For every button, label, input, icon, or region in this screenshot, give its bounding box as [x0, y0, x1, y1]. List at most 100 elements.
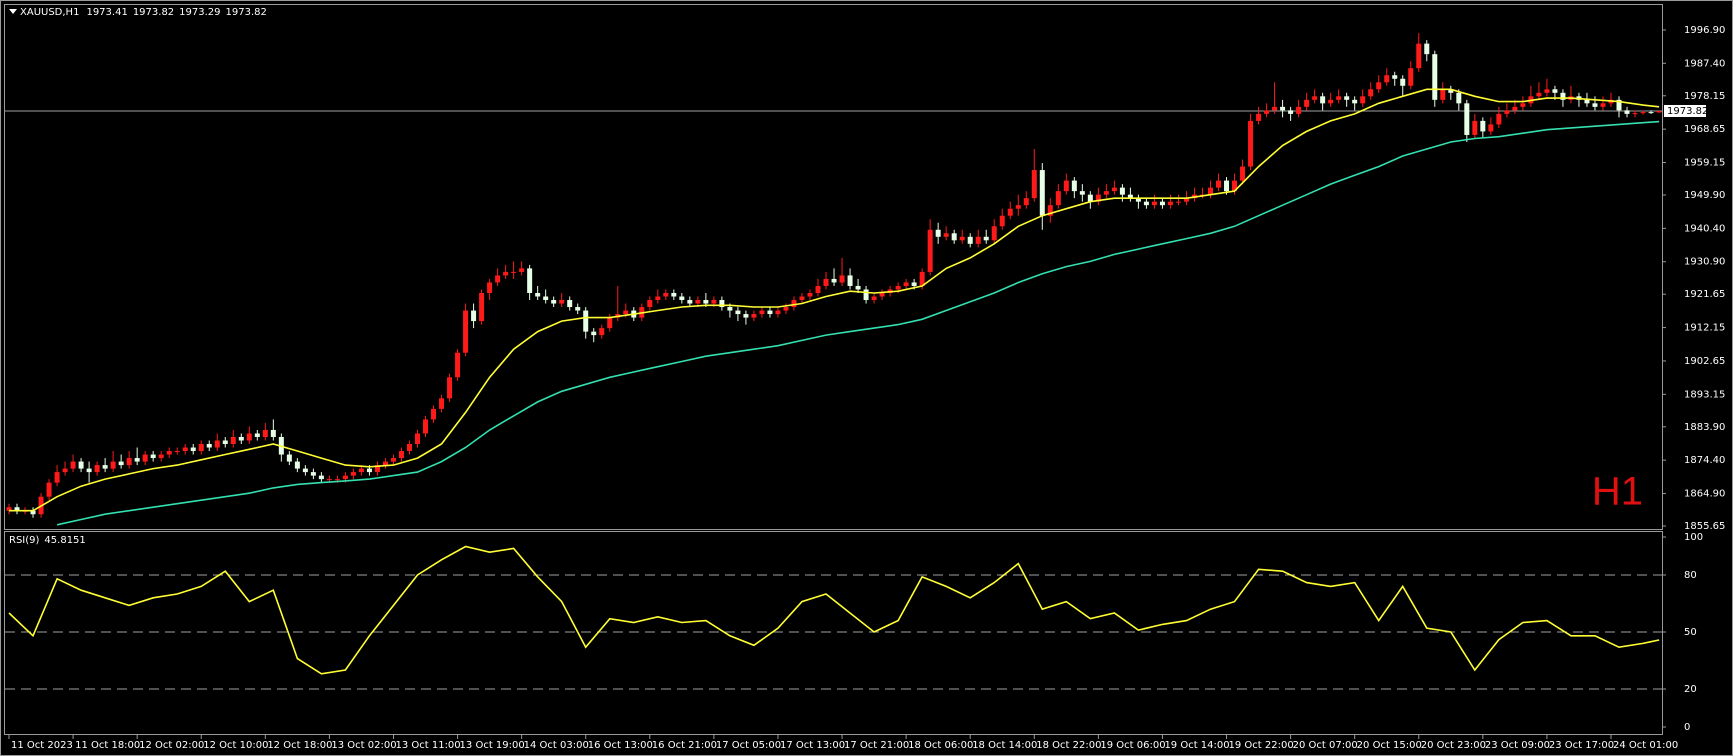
rsi-panel-frame — [4, 531, 1663, 735]
candle-body — [687, 300, 693, 304]
candle-body — [1400, 78, 1406, 86]
x-tick-label: 24 Oct 01:00 — [1613, 740, 1678, 751]
x-tick-label: 23 Oct 17:00 — [1549, 740, 1614, 751]
candle-body — [751, 314, 757, 318]
candle-body — [567, 300, 573, 308]
symbol: XAUUSD,H1 — [20, 7, 79, 18]
x-tick-label: 13 Oct 11:00 — [395, 740, 460, 751]
candle-body — [1352, 99, 1358, 104]
candle-body — [1624, 110, 1630, 114]
current-price-tag — [1664, 104, 1706, 117]
candle-body — [310, 472, 316, 476]
candle-body — [1472, 120, 1478, 135]
candle-body — [150, 454, 156, 459]
candle-body — [1127, 194, 1133, 199]
y-tick-label: 1902.65 — [1684, 356, 1725, 367]
candle-body — [294, 461, 300, 469]
candle-body — [1328, 99, 1334, 104]
candle-body — [94, 465, 100, 473]
candle-body — [1464, 103, 1470, 135]
candle-body — [1119, 187, 1125, 195]
main-panel-frame — [4, 4, 1663, 530]
candle-body — [398, 451, 404, 459]
candle-body — [1296, 106, 1302, 114]
candle-body — [62, 468, 68, 473]
candle-body — [1288, 110, 1294, 114]
candle-body — [519, 268, 525, 272]
candle-body — [703, 300, 709, 304]
candle-body — [318, 475, 324, 480]
y-tick-label: 1940.40 — [1684, 223, 1725, 234]
candle-body — [366, 468, 372, 473]
candle-body — [1280, 106, 1286, 111]
candle-body — [455, 352, 461, 378]
candle-body — [511, 271, 517, 273]
rsi-tick-label: 0 — [1684, 722, 1690, 733]
candle-body — [110, 461, 116, 469]
x-tick-label: 20 Oct 07:00 — [1293, 740, 1358, 751]
rsi-tick-label: 100 — [1684, 532, 1703, 543]
x-tick-label: 12 Oct 02:00 — [139, 740, 204, 751]
candle-body — [1240, 166, 1246, 181]
x-tick-label: 16 Oct 21:00 — [652, 740, 717, 751]
rsi-label: RSI(9) — [9, 535, 40, 546]
candle-body — [214, 440, 220, 448]
rsi-line — [8, 545, 1660, 675]
candle-body — [575, 307, 581, 311]
x-tick-label: 18 Oct 06:00 — [908, 740, 973, 751]
candle-body — [951, 233, 957, 241]
candle-body — [1640, 112, 1646, 114]
candle-body — [1248, 120, 1254, 167]
candle-body — [1167, 201, 1173, 206]
y-tick-label: 1949.90 — [1684, 190, 1725, 201]
candle-body — [927, 229, 933, 272]
candle-body — [871, 296, 877, 301]
y-tick-label: 1996.90 — [1684, 25, 1725, 36]
candle-body — [783, 307, 789, 311]
candle-body — [1448, 89, 1454, 93]
candle-body — [182, 447, 188, 452]
candle-body — [935, 229, 941, 237]
candle-body — [1592, 103, 1598, 107]
candle-body — [967, 236, 973, 244]
candle-body — [1208, 187, 1213, 195]
candle-body — [1336, 96, 1342, 100]
x-tick-label: 17 Oct 05:00 — [716, 740, 781, 751]
candle-body — [1392, 75, 1398, 79]
candle-body — [1600, 103, 1606, 107]
candle-body — [863, 289, 869, 301]
candle-body — [495, 275, 501, 283]
candle-body — [1512, 106, 1518, 111]
candle-body — [1216, 180, 1222, 188]
candle-body — [1047, 205, 1053, 216]
candle-body — [1416, 43, 1422, 69]
candle-body — [791, 300, 797, 308]
candle-body — [583, 310, 589, 332]
chart-header: XAUUSD,H1 1973.41 1973.82 1973.29 1973.82 — [20, 7, 267, 18]
candle-body — [1584, 99, 1590, 104]
x-tick-label: 23 Oct 09:00 — [1485, 740, 1550, 751]
candle-body — [487, 282, 493, 293]
candle-body — [591, 331, 597, 336]
y-tick-label: 1883.90 — [1684, 422, 1725, 433]
candle-body — [1384, 75, 1390, 83]
candle-body — [959, 236, 965, 241]
x-tick-label: 11 Oct 2023 — [11, 740, 73, 751]
candle-body — [1007, 208, 1013, 216]
candle-body — [767, 310, 773, 315]
candle-body — [158, 454, 164, 459]
candle-body — [679, 296, 685, 301]
x-tick-label: 19 Oct 22:00 — [1229, 740, 1294, 751]
candle-body — [230, 436, 236, 445]
candle-body — [479, 292, 485, 322]
main-plot — [5, 33, 1662, 526]
candle-body — [999, 215, 1005, 227]
candle-body — [1440, 89, 1446, 100]
y-tick-label: 1864.90 — [1684, 489, 1725, 500]
x-tick-label: 18 Oct 14:00 — [972, 740, 1037, 751]
x-tick-label: 13 Oct 19:00 — [460, 740, 525, 751]
candle-body — [463, 310, 469, 353]
candle-body — [1544, 89, 1550, 93]
candle-body — [663, 292, 669, 297]
